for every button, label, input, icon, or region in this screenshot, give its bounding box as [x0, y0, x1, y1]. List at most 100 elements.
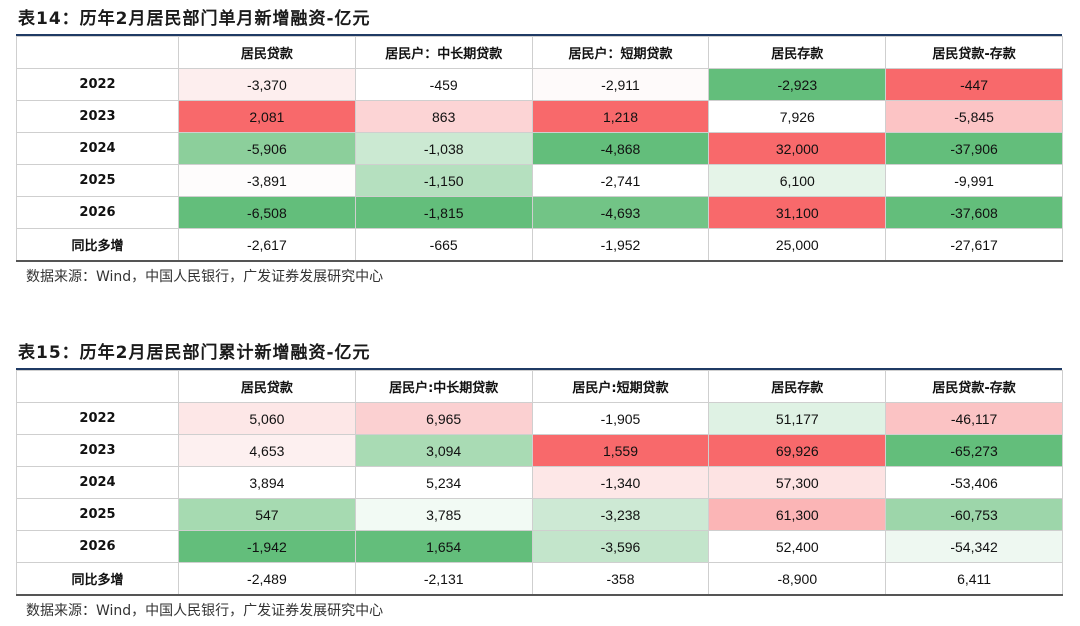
row-label: 同比多增 — [16, 228, 179, 262]
table-row: 2024 3,894 5,234 -1,340 57,300 -53,406 — [16, 466, 1063, 499]
table-15-block: 表15：历年2月居民部门累计新增融资-亿元 居民贷款 居民户:中长期贷款 居民户… — [16, 334, 1063, 626]
table-cell: -2,923 — [708, 68, 887, 101]
table-cell: 3,894 — [178, 466, 356, 499]
table-cell: 57,300 — [708, 466, 887, 499]
table-row: 2025 547 3,785 -3,238 61,300 -60,753 — [16, 498, 1063, 531]
row-label: 2025 — [16, 164, 179, 197]
row-label: 2023 — [16, 434, 179, 467]
table-cell: -358 — [531, 562, 710, 596]
table-cell: -665 — [354, 228, 533, 262]
table-cell: -447 — [885, 68, 1063, 101]
column-header: 居民存款 — [708, 36, 887, 69]
table-cell: 25,000 — [708, 228, 887, 262]
source-note: 数据来源：Wind，中国人民银行，广发证券发展研究中心 — [26, 603, 384, 619]
column-header: 居民存款 — [708, 370, 887, 403]
table-cell: -1,815 — [354, 196, 533, 229]
column-header: 居民贷款 — [178, 36, 356, 69]
table-cell: -65,273 — [885, 434, 1063, 467]
table-row: 2026 -1,942 1,654 -3,596 52,400 -54,342 — [16, 530, 1063, 563]
column-header: 居民户:中长期贷款 — [354, 370, 533, 403]
row-label: 2025 — [16, 498, 179, 531]
table-cell: -60,753 — [885, 498, 1063, 531]
data-table: 居民贷款 居民户：中长期贷款 居民户：短期贷款 居民存款 居民贷款-存款 202… — [16, 36, 1063, 262]
data-table: 居民贷款 居民户:中长期贷款 居民户:短期贷款 居民存款 居民贷款-存款 202… — [16, 370, 1063, 596]
table-cell: -1,942 — [178, 530, 356, 563]
row-label: 同比多增 — [16, 562, 179, 596]
table-cell: -5,845 — [885, 100, 1063, 133]
table-title: 表15：历年2月居民部门累计新增融资-亿元 — [16, 334, 1062, 370]
table-cell: -2,741 — [531, 164, 710, 197]
table-row: 2022 5,060 6,965 -1,905 51,177 -46,117 — [16, 402, 1063, 435]
table-cell: -459 — [354, 68, 533, 101]
table-cell: 2,081 — [178, 100, 356, 133]
table-cell: 31,100 — [708, 196, 887, 229]
table-row: 同比多增 -2,617 -665 -1,952 25,000 -27,617 — [16, 228, 1063, 262]
row-label: 2026 — [16, 530, 179, 563]
table-cell: 52,400 — [708, 530, 887, 563]
table-cell: -53,406 — [885, 466, 1063, 499]
row-label: 2024 — [16, 466, 179, 499]
table-cell: 547 — [178, 498, 356, 531]
table-cell: 51,177 — [708, 402, 887, 435]
table-cell: -9,991 — [885, 164, 1063, 197]
table-cell: -2,911 — [531, 68, 710, 101]
table-cell: 1,559 — [531, 434, 710, 467]
row-label: 2023 — [16, 100, 179, 133]
table-cell: -54,342 — [885, 530, 1063, 563]
table-cell: 3,785 — [354, 498, 533, 531]
table-cell: 4,653 — [178, 434, 356, 467]
column-header — [16, 370, 179, 403]
column-header — [16, 36, 179, 69]
column-header: 居民贷款-存款 — [885, 36, 1063, 69]
table-row: 2022 -3,370 -459 -2,911 -2,923 -447 — [16, 68, 1063, 101]
table-cell: 61,300 — [708, 498, 887, 531]
table-cell: 6,965 — [354, 402, 533, 435]
table-body: 2022 5,060 6,965 -1,905 51,177 -46,117 2023 4,6… — [16, 402, 1063, 596]
header-row: 居民贷款 居民户:中长期贷款 居民户:短期贷款 居民存款 居民贷款-存款 — [16, 370, 1063, 403]
table-cell: -1,952 — [531, 228, 710, 262]
table-row: 2024 -5,906 -1,038 -4,868 32,000 -37,906 — [16, 132, 1063, 165]
table-cell: 32,000 — [708, 132, 887, 165]
row-label: 2024 — [16, 132, 179, 165]
table-cell: -5,906 — [178, 132, 356, 165]
column-header: 居民户:短期贷款 — [531, 370, 710, 403]
table-cell: -3,596 — [531, 530, 710, 563]
row-label: 2022 — [16, 68, 179, 101]
table-14-block: 表14：历年2月居民部门单月新增融资-亿元 居民贷款 居民户：中长期贷款 居民户… — [16, 0, 1063, 292]
table-cell: 1,654 — [354, 530, 533, 563]
table-cell: 863 — [354, 100, 533, 133]
table-cell: -3,891 — [178, 164, 356, 197]
table-cell: -3,370 — [178, 68, 356, 101]
row-label: 2026 — [16, 196, 179, 229]
column-header: 居民贷款-存款 — [885, 370, 1063, 403]
table-row: 2025 -3,891 -1,150 -2,741 6,100 -9,991 — [16, 164, 1063, 197]
source-note: 数据来源：Wind，中国人民银行，广发证券发展研究中心 — [26, 269, 384, 285]
table-cell: -2,617 — [178, 228, 356, 262]
column-header: 居民贷款 — [178, 370, 356, 403]
table-cell: 1,218 — [531, 100, 710, 133]
column-header: 居民户：中长期贷款 — [354, 36, 533, 69]
table-cell: -3,238 — [531, 498, 710, 531]
table-cell: -46,117 — [885, 402, 1063, 435]
column-header: 居民户：短期贷款 — [531, 36, 710, 69]
row-label: 2022 — [16, 402, 179, 435]
table-row: 2023 4,653 3,094 1,559 69,926 -65,273 — [16, 434, 1063, 467]
table-cell: 6,411 — [885, 562, 1063, 596]
table-cell: -37,608 — [885, 196, 1063, 229]
table-cell: -6,508 — [178, 196, 356, 229]
header-row: 居民贷款 居民户：中长期贷款 居民户：短期贷款 居民存款 居民贷款-存款 — [16, 36, 1063, 69]
table-cell: -1,038 — [354, 132, 533, 165]
table-cell: -4,693 — [531, 196, 710, 229]
table-body: 2022 -3,370 -459 -2,911 -2,923 -447 2023 2,081 8… — [16, 68, 1063, 262]
table-cell: -8,900 — [708, 562, 887, 596]
table-row: 同比多增 -2,489 -2,131 -358 -8,900 6,411 — [16, 562, 1063, 596]
table-cell: 5,060 — [178, 402, 356, 435]
table-cell: 7,926 — [708, 100, 887, 133]
table-cell: 69,926 — [708, 434, 887, 467]
table-cell: 3,094 — [354, 434, 533, 467]
table-cell: -27,617 — [885, 228, 1063, 262]
table-title: 表14：历年2月居民部门单月新增融资-亿元 — [16, 0, 1062, 36]
table-cell: -1,150 — [354, 164, 533, 197]
table-cell: 5,234 — [354, 466, 533, 499]
table-cell: -2,489 — [178, 562, 356, 596]
